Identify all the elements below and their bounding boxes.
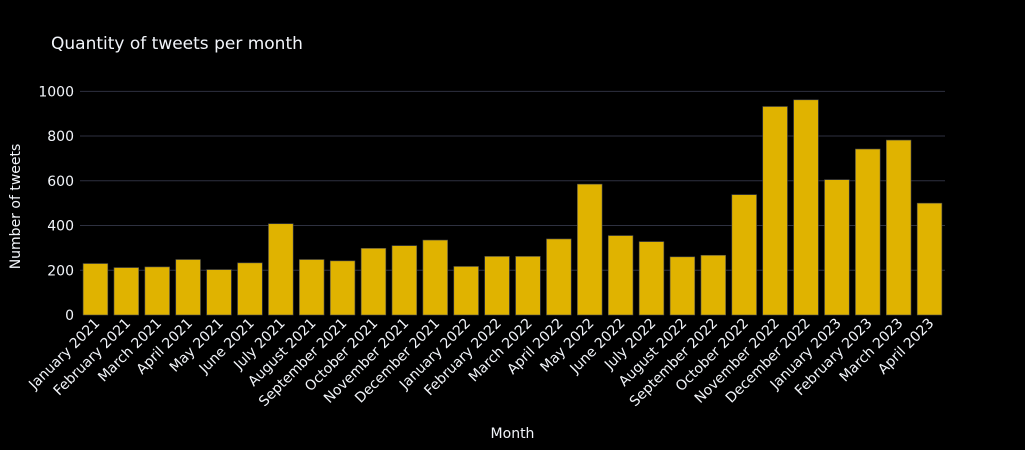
- y-tick-label: 400: [47, 219, 74, 235]
- y-tick-label: 1000: [38, 84, 74, 100]
- bar: [206, 269, 232, 316]
- y-tick-label: 800: [47, 129, 74, 145]
- bar: [638, 241, 665, 316]
- y-axis-title: Number of tweets: [8, 144, 24, 270]
- bar: [669, 256, 696, 316]
- bar: [762, 106, 788, 316]
- bar: [886, 139, 912, 316]
- bar: [422, 239, 448, 316]
- bar: [82, 263, 109, 316]
- chart-title: Quantity of tweets per month: [51, 34, 303, 54]
- y-tick-label: 600: [47, 174, 74, 190]
- bar: [607, 235, 634, 316]
- bar: [700, 254, 726, 316]
- bar: [484, 256, 510, 316]
- bars: [82, 99, 943, 316]
- bar: [793, 99, 819, 316]
- bar: [237, 262, 263, 316]
- bar: [731, 194, 757, 316]
- x-axis-title: Month: [491, 426, 535, 442]
- bar: [577, 183, 603, 316]
- bar: [113, 267, 139, 316]
- bar: [175, 259, 201, 316]
- y-tick-label: 200: [47, 263, 74, 279]
- y-axis-ticks: 0 200 400 600 800 1000: [38, 84, 74, 324]
- bar: [515, 256, 541, 316]
- bar: [855, 148, 881, 316]
- bar: [360, 248, 387, 316]
- bar: [824, 179, 850, 316]
- bar: [329, 260, 356, 316]
- bar: [268, 223, 294, 316]
- bar: [391, 245, 418, 316]
- bar: [144, 266, 170, 316]
- bar: [546, 238, 572, 316]
- bar: [453, 266, 479, 316]
- y-tick-label: 0: [65, 308, 74, 324]
- bar: [916, 202, 943, 316]
- bar: [299, 259, 325, 316]
